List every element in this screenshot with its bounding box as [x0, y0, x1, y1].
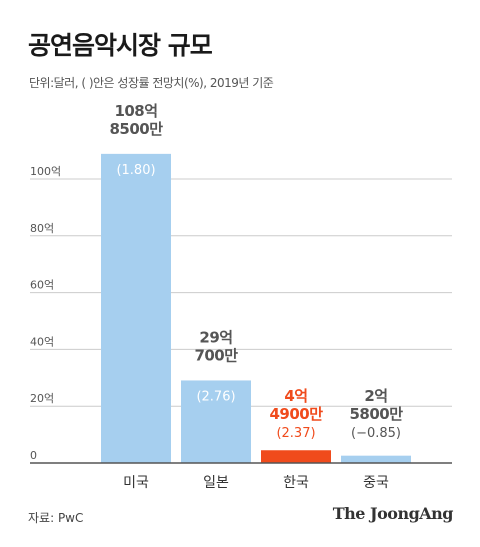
y-tick-label: 0: [30, 449, 37, 462]
x-tick-label: 미국: [123, 475, 149, 491]
data-label: 5800만: [349, 405, 403, 423]
y-tick-label: 60억: [30, 279, 54, 292]
y-tick-label: 20억: [30, 392, 54, 405]
x-tick-label: 한국: [283, 475, 309, 491]
data-label: 29억: [199, 328, 232, 346]
growth-label: (1.80): [116, 163, 155, 178]
data-label: 700만: [194, 346, 238, 364]
bar-한국: [261, 450, 331, 463]
y-tick-label: 80억: [30, 222, 54, 235]
chart-subtitle: 단위:달러, ( )안은 성장률 전망치(%), 2019년 기준: [29, 76, 274, 90]
growth-label: (−0.85): [351, 426, 401, 441]
x-tick-label: 일본: [203, 475, 229, 491]
data-label: 2억: [364, 387, 387, 405]
data-label: 4억: [284, 387, 307, 405]
growth-label: (2.37): [276, 426, 315, 441]
data-label: 108억: [114, 102, 157, 120]
bar-미국: [101, 153, 171, 463]
chart-title: 공연음악시장 규모: [28, 31, 213, 60]
publisher-logo: The JoongAng: [332, 504, 454, 523]
growth-label: (2.76): [196, 389, 235, 404]
y-tick-label: 100억: [30, 165, 61, 178]
source-note: 자료: PwC: [28, 511, 84, 525]
bar-일본: [181, 380, 251, 463]
data-label: 4900만: [269, 405, 323, 423]
x-tick-label: 중국: [363, 475, 389, 491]
data-label: 8500만: [109, 120, 163, 138]
bar-중국: [341, 455, 411, 463]
y-tick-label: 40억: [30, 335, 54, 348]
